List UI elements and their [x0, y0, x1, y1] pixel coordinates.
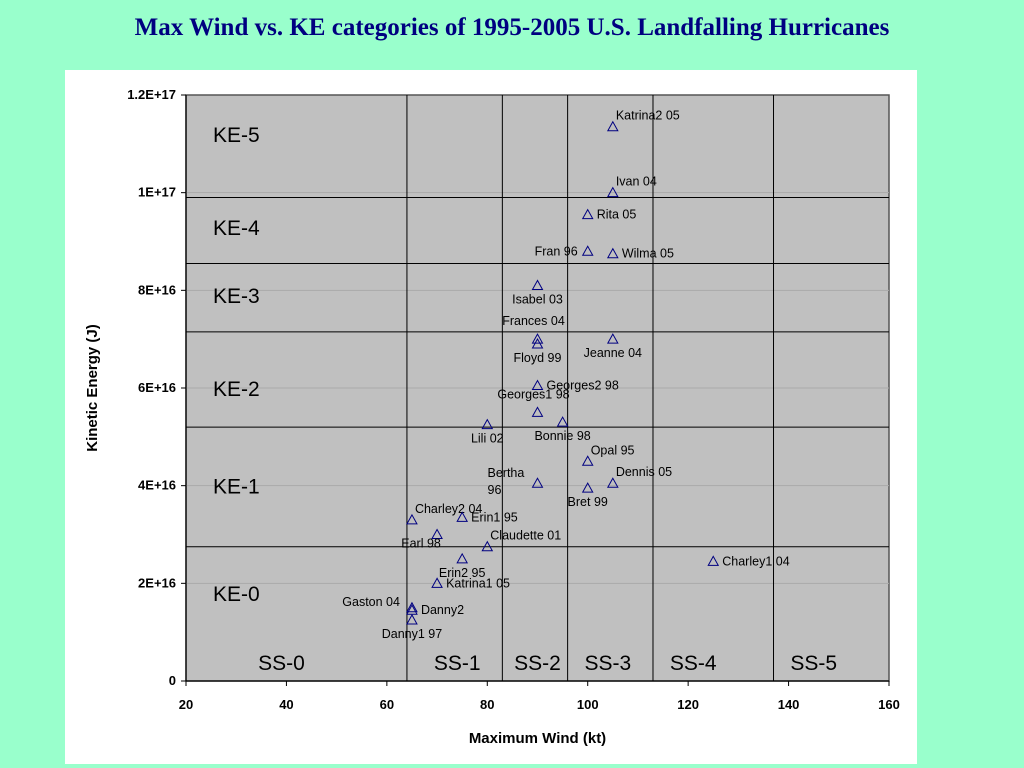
x-tick-label: 160 — [878, 697, 900, 712]
data-point-label: Rita 05 — [597, 208, 637, 222]
ss-category-label: SS-2 — [514, 652, 561, 675]
data-point-marker — [606, 477, 619, 488]
data-point-label: Frances 04 — [502, 314, 565, 328]
data-point-label: Erin1 95 — [471, 510, 518, 524]
ss-category-label: SS-3 — [584, 652, 631, 675]
y-tick-label: 2E+16 — [138, 575, 176, 590]
data-point-marker — [531, 279, 544, 290]
data-point-marker — [456, 511, 469, 522]
data-point-marker — [606, 333, 619, 344]
data-point-label: Georges2 98 — [547, 379, 619, 393]
data-point-label: Bonnie 98 — [534, 429, 590, 443]
data-point-label: Bertha 96 — [488, 466, 525, 497]
ke-category-label: KE-4 — [213, 217, 260, 240]
data-point-marker — [481, 540, 494, 552]
data-point-marker — [606, 247, 619, 259]
data-point-label: Charley1 04 — [722, 554, 789, 568]
data-point-label: Georges1 98 — [497, 387, 569, 401]
data-point-label: Earl 98 — [401, 537, 441, 551]
data-point-label: Wilma 05 — [622, 247, 674, 261]
ke-category-label: KE-5 — [213, 124, 260, 147]
data-point-marker — [456, 552, 469, 564]
ke-category-label: KE-3 — [213, 285, 260, 308]
data-point-marker — [531, 338, 544, 349]
data-point-marker — [581, 245, 594, 256]
ke-category-label: KE-0 — [213, 583, 260, 606]
x-tick-label: 20 — [179, 697, 193, 712]
data-point-marker — [531, 333, 544, 344]
x-tick-label: 120 — [677, 697, 699, 712]
data-point-label: Floyd 99 — [514, 351, 562, 365]
chart-title: Max Wind vs. KE categories of 1995-2005 … — [134, 14, 890, 41]
scatter-chart: 0 2E+16 4E+16 6E+16 8E+16 1E+17 1.2E+17 20 40 60 8… — [84, 87, 900, 747]
ke-category-label: KE-1 — [213, 476, 260, 499]
y-tick-label: 6E+16 — [138, 380, 176, 395]
y-tick-label: 1.2E+17 — [127, 87, 176, 102]
x-axis-title: Maximum Wind (kt) — [469, 730, 606, 747]
data-point-marker — [581, 208, 594, 220]
x-tick-label: 140 — [778, 697, 800, 712]
data-point-marker — [581, 455, 594, 466]
data-point-label: Dennis 05 — [616, 465, 672, 479]
data-point-marker — [606, 186, 619, 198]
data-point-label: Danny2 — [421, 603, 464, 617]
data-point-marker — [431, 528, 443, 539]
ss-category-label: SS-5 — [790, 652, 837, 675]
y-tick-label: 0 — [169, 673, 176, 688]
data-point-marker — [406, 613, 418, 625]
data-point-label: Fran 96 — [535, 244, 578, 258]
ss-category-label: SS-0 — [258, 652, 305, 675]
data-point-label: Lili 02 — [471, 432, 504, 446]
data-point-marker — [481, 418, 494, 430]
data-point-marker — [581, 482, 594, 493]
data-point-marker — [531, 406, 544, 417]
data-point-marker — [431, 577, 443, 588]
x-tick-label: 40 — [279, 697, 293, 712]
x-tick-label: 60 — [380, 697, 394, 712]
y-tick-label: 8E+16 — [138, 282, 176, 297]
data-point-label: Katrina1 05 — [446, 576, 510, 590]
ss-category-label: SS-4 — [670, 652, 717, 675]
data-point-marker — [556, 416, 569, 427]
data-point-marker — [406, 601, 418, 613]
x-tick-label: 80 — [480, 697, 494, 712]
data-point-label: Gaston 04 — [342, 595, 400, 609]
data-point-marker — [531, 379, 544, 391]
x-tick-label: 100 — [577, 697, 599, 712]
data-point-marker — [707, 555, 720, 566]
y-axis-title: Kinetic Energy (J) — [84, 324, 101, 452]
data-point-label: Opal 95 — [591, 443, 635, 457]
ke-category-label: KE-2 — [213, 378, 260, 401]
data-point-label: Jeanne 04 — [584, 346, 642, 360]
data-point-label: Ivan 04 — [616, 175, 657, 189]
y-tick-label: 4E+16 — [138, 478, 176, 493]
y-tick-label: 1E+17 — [138, 185, 176, 200]
data-point-marker — [531, 477, 544, 488]
data-point-label: Bret 99 — [568, 495, 608, 509]
data-point-label: Erin2 95 — [439, 566, 486, 580]
data-point-label: Danny1 97 — [382, 627, 443, 641]
data-point-label: Katrina2 05 — [616, 109, 680, 123]
chart-panel: 0 2E+16 4E+16 6E+16 8E+16 1E+17 1.2E+17 20 40 60 8… — [65, 70, 917, 764]
ss-category-label: SS-1 — [434, 652, 481, 675]
data-point-label: Claudette 01 — [490, 529, 561, 543]
data-point-label: Isabel 03 — [512, 292, 563, 306]
data-point-marker — [406, 513, 418, 525]
data-point-label: Charley2 04 — [415, 502, 482, 516]
data-point-marker — [606, 120, 619, 132]
